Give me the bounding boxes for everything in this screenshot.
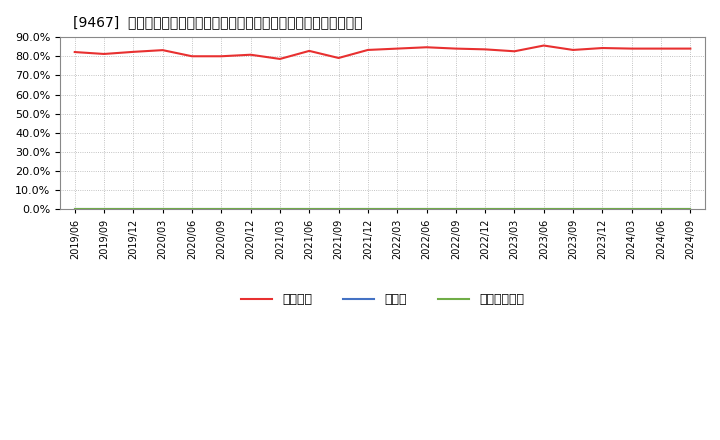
Line: 自己資本: 自己資本 [75, 45, 690, 59]
のれん [686, 207, 695, 212]
繰延税金資産 [422, 207, 431, 212]
Legend: 自己資本, のれん, 繰延税金資産: 自己資本, のれん, 繰延税金資産 [235, 288, 529, 311]
自己資本 [598, 45, 607, 51]
のれん [451, 207, 460, 212]
のれん [334, 207, 343, 212]
のれん [217, 207, 225, 212]
自己資本 [129, 49, 138, 55]
繰延税金資産 [217, 207, 225, 212]
自己資本 [334, 55, 343, 61]
繰延税金資産 [569, 207, 577, 212]
繰延税金資産 [71, 207, 79, 212]
自己資本 [657, 46, 665, 51]
繰延税金資産 [598, 207, 607, 212]
自己資本 [364, 48, 372, 53]
Text: [9467]  自己資本、のれん、繰延税金資産の総資産に対する比率の推移: [9467] 自己資本、のれん、繰延税金資産の総資産に対する比率の推移 [73, 15, 362, 29]
繰延税金資産 [393, 207, 402, 212]
繰延税金資産 [129, 207, 138, 212]
繰延税金資産 [627, 207, 636, 212]
のれん [657, 207, 665, 212]
のれん [129, 207, 138, 212]
自己資本 [627, 46, 636, 51]
のれん [598, 207, 607, 212]
自己資本 [276, 56, 284, 62]
繰延税金資産 [334, 207, 343, 212]
自己資本 [451, 46, 460, 51]
のれん [393, 207, 402, 212]
自己資本 [481, 47, 490, 52]
のれん [539, 207, 548, 212]
自己資本 [510, 49, 519, 54]
のれん [188, 207, 197, 212]
繰延税金資産 [364, 207, 372, 212]
繰延税金資産 [481, 207, 490, 212]
自己資本 [305, 48, 314, 54]
のれん [246, 207, 255, 212]
自己資本 [188, 54, 197, 59]
のれん [510, 207, 519, 212]
自己資本 [158, 48, 167, 53]
のれん [364, 207, 372, 212]
自己資本 [569, 48, 577, 53]
繰延税金資産 [100, 207, 109, 212]
のれん [422, 207, 431, 212]
のれん [71, 207, 79, 212]
繰延税金資産 [158, 207, 167, 212]
のれん [305, 207, 314, 212]
繰延税金資産 [510, 207, 519, 212]
繰延税金資産 [188, 207, 197, 212]
繰延税金資産 [539, 207, 548, 212]
のれん [100, 207, 109, 212]
のれん [276, 207, 284, 212]
自己資本 [539, 43, 548, 48]
のれん [158, 207, 167, 212]
繰延税金資産 [451, 207, 460, 212]
繰延税金資産 [246, 207, 255, 212]
繰延税金資産 [276, 207, 284, 212]
自己資本 [686, 46, 695, 51]
自己資本 [422, 44, 431, 50]
自己資本 [71, 49, 79, 55]
自己資本 [246, 52, 255, 57]
繰延税金資産 [305, 207, 314, 212]
自己資本 [100, 51, 109, 57]
繰延税金資産 [657, 207, 665, 212]
のれん [627, 207, 636, 212]
自己資本 [393, 46, 402, 51]
のれん [569, 207, 577, 212]
自己資本 [217, 54, 225, 59]
のれん [481, 207, 490, 212]
繰延税金資産 [686, 207, 695, 212]
